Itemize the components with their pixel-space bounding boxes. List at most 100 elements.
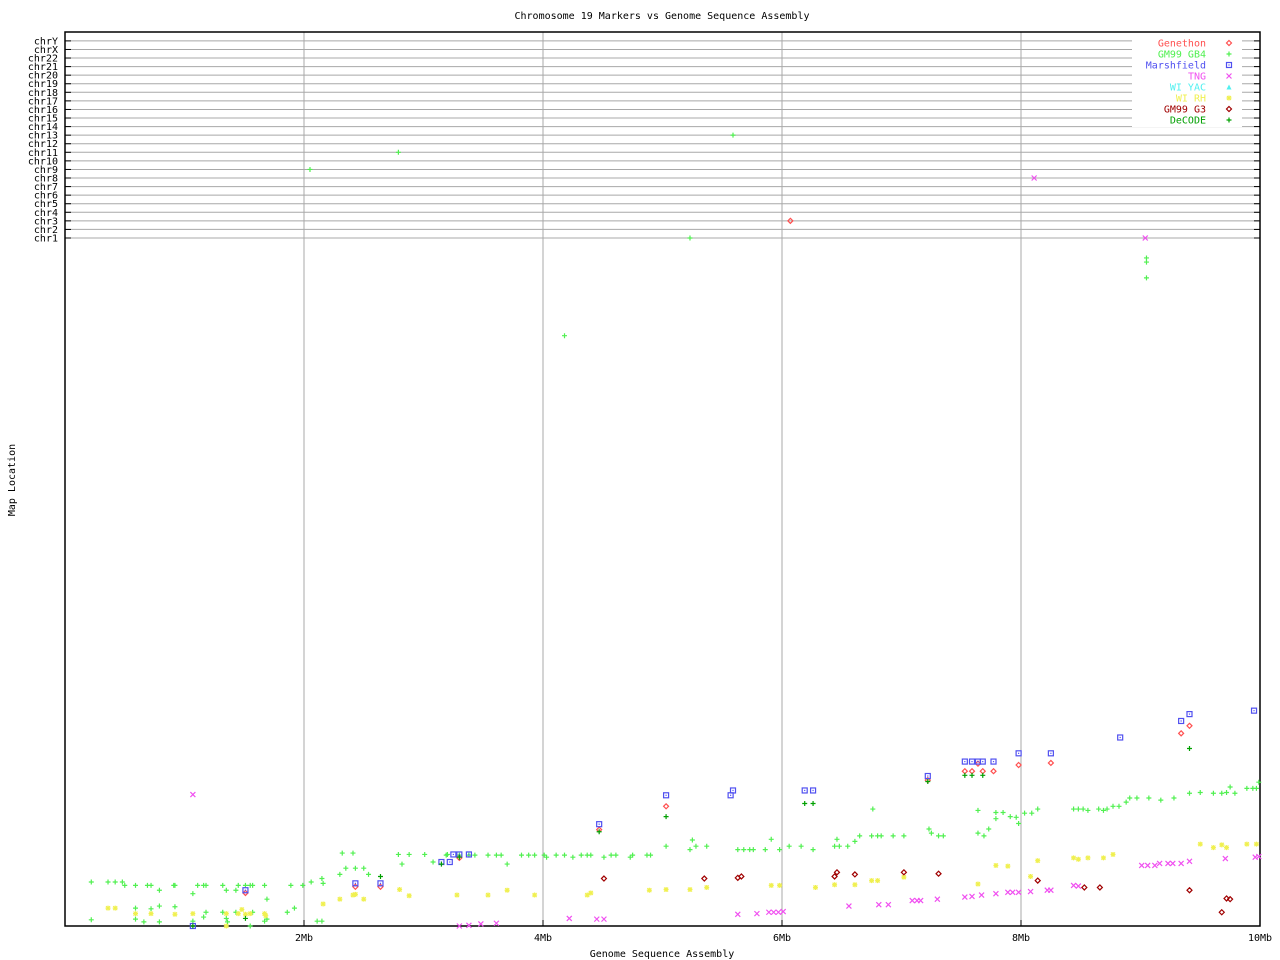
data-point	[775, 909, 782, 916]
chart-title: Chromosome 19 Markers vs Genome Sequence…	[514, 11, 809, 22]
data-point	[936, 833, 942, 839]
data-point	[1080, 884, 1088, 891]
data-point	[1100, 855, 1106, 861]
plus-mark	[1071, 806, 1077, 812]
data-point	[900, 868, 908, 876]
data-point	[1080, 806, 1086, 812]
plus-mark	[119, 879, 125, 885]
asterisk-mark	[1253, 841, 1259, 847]
data-point	[88, 917, 94, 923]
diamond-mark	[1186, 886, 1193, 894]
data-point	[687, 235, 693, 241]
data-point	[1071, 855, 1077, 861]
plus-mark	[1171, 795, 1177, 801]
diamond-mark	[1034, 877, 1042, 884]
cross-mark	[1142, 235, 1149, 241]
asterisk-mark	[687, 887, 693, 893]
legend-label: WI YAC	[1170, 83, 1206, 94]
data-point	[961, 894, 968, 901]
data-point	[361, 865, 367, 871]
diamond-mark	[377, 883, 384, 891]
data-point	[223, 923, 229, 929]
data-point	[663, 843, 669, 849]
plus-mark	[343, 865, 349, 871]
data-point	[981, 833, 987, 839]
plus-mark	[1143, 259, 1149, 265]
data-point	[172, 911, 178, 917]
plus-mark	[201, 914, 207, 920]
data-point	[112, 905, 118, 911]
asterisk-mark	[768, 882, 774, 888]
cross-mark	[992, 890, 999, 897]
data-point	[729, 787, 737, 794]
data-point	[1144, 862, 1151, 869]
data-point	[593, 916, 600, 923]
data-point	[1186, 790, 1192, 796]
plus-mark	[802, 801, 808, 807]
data-point	[845, 903, 852, 909]
data-point	[456, 854, 462, 860]
plus-mark	[730, 132, 736, 138]
data-point	[1186, 745, 1192, 751]
square-mark	[596, 821, 603, 828]
square-mark	[801, 787, 808, 794]
plus-mark	[456, 854, 462, 860]
square-dot	[982, 760, 984, 763]
data-point	[343, 865, 349, 871]
plus-mark	[472, 852, 478, 858]
plus-mark	[1186, 745, 1192, 751]
asterisk-mark	[1219, 842, 1225, 848]
data-point	[768, 882, 774, 888]
data-point	[350, 850, 356, 856]
cross-mark	[1031, 175, 1038, 181]
data-point	[601, 854, 607, 860]
series-decode	[190, 745, 1192, 929]
asterisk-mark	[337, 896, 343, 902]
cross-mark	[934, 896, 941, 903]
data-point	[613, 852, 619, 858]
plus-mark	[233, 887, 239, 893]
data-point	[869, 878, 875, 884]
data-point	[870, 806, 876, 812]
asterisk-mark	[1085, 855, 1091, 861]
plus-mark	[485, 852, 491, 858]
data-point	[832, 882, 838, 888]
diamond-mark	[1225, 39, 1233, 47]
data-point	[1013, 814, 1019, 820]
data-point	[148, 906, 154, 912]
plus-mark	[190, 891, 196, 897]
data-point	[1075, 883, 1082, 890]
diamond-mark	[600, 875, 608, 882]
data-point	[1015, 750, 1022, 757]
data-point	[975, 807, 981, 813]
plus-mark	[663, 843, 669, 849]
cross-mark	[770, 909, 777, 916]
square-dot	[927, 775, 929, 777]
diamond-mark	[1096, 884, 1104, 891]
plus-mark	[1256, 779, 1262, 785]
plus-mark	[986, 826, 992, 832]
plus-mark	[395, 149, 401, 155]
asterisk-mark	[239, 906, 245, 912]
data-point	[1219, 790, 1225, 796]
asterisk-mark	[704, 884, 710, 890]
data-point	[588, 890, 594, 896]
asterisk-mark	[777, 882, 783, 888]
asterisk-mark	[504, 887, 510, 893]
square-mark	[979, 758, 986, 765]
square-dot	[665, 794, 667, 796]
data-point	[532, 892, 538, 898]
legend-label: GM99 GB4	[1158, 50, 1206, 61]
plus-mark	[308, 879, 314, 885]
data-point	[700, 875, 708, 882]
plus-mark	[190, 923, 196, 929]
square-dot	[1018, 752, 1020, 754]
asterisk-mark	[588, 890, 594, 896]
data-point	[250, 882, 256, 888]
legend-marker	[1226, 51, 1232, 57]
data-point	[924, 772, 931, 780]
data-point	[406, 893, 412, 899]
asterisk-mark	[190, 911, 196, 917]
data-point	[777, 847, 783, 853]
data-point	[526, 852, 532, 858]
